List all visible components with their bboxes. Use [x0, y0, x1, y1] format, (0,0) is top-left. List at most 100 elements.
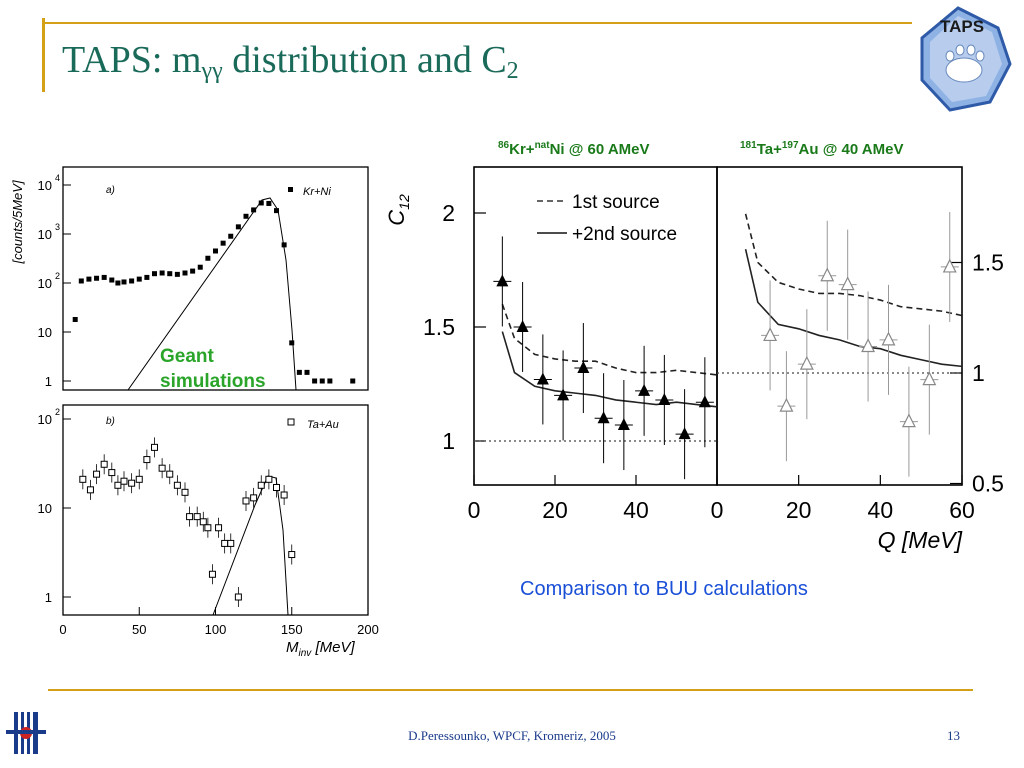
slide-title: TAPS: mγγ distribution and C2	[62, 39, 519, 84]
legend-ta: Ta+Au	[307, 419, 339, 431]
panel-ta-xtick-label: 20	[786, 497, 812, 523]
panel-kr-data-point	[597, 411, 610, 424]
panel-b-ytick-label: 1	[45, 590, 52, 605]
panel-kr-data-point	[698, 395, 711, 408]
panel-a-data-point	[350, 378, 356, 384]
panel-b-data-point	[250, 494, 258, 502]
panel-b-data-point	[199, 518, 207, 526]
panel-a-data-point	[136, 276, 142, 282]
panel-kr-data-point	[496, 274, 509, 287]
panel-b-xtick-label: 50	[132, 622, 146, 637]
panel-ta-data-point	[763, 327, 778, 342]
bottom-rule	[48, 689, 973, 691]
panel-a-ytick-exp: 2	[55, 271, 60, 281]
panel-a-data-point	[101, 274, 107, 280]
panel-b-data-point	[186, 513, 194, 521]
panel-a-ytick-exp: 3	[55, 222, 60, 232]
axis-label-c12: C12	[384, 194, 412, 226]
panel-kr-curve-1st-source	[501, 303, 718, 376]
panel-b-data-point	[143, 456, 151, 464]
legend-kr: Kr+Ni	[303, 186, 331, 198]
panel-b-data-point	[221, 539, 229, 547]
chart-panel-a	[62, 166, 369, 391]
title-accent-bar	[42, 18, 45, 92]
panel-a-data-point	[296, 369, 302, 375]
geant-annotation: Geant simulations	[160, 346, 266, 392]
panel-ta-curve-1st-source	[744, 213, 963, 317]
panel-b-data-point	[234, 593, 242, 601]
panel-a-data-point	[274, 208, 279, 214]
footer-text: D.Peressounko, WPCF, Kromeriz, 2005	[408, 728, 616, 743]
panel-b-data-point	[273, 483, 280, 491]
panel-a-data-point	[281, 242, 287, 248]
panel-kr-data-point	[678, 427, 691, 440]
panel-ta-data-point	[779, 397, 794, 412]
panel-a-data-point	[266, 200, 272, 206]
panel-kr-xtick-label: 40	[623, 497, 649, 523]
panel-a-data-point	[159, 270, 165, 276]
caption: Comparison to BUU calculations	[520, 578, 808, 600]
panel-b-data-point	[227, 539, 235, 547]
panel-a-ytick-label: 1	[45, 374, 52, 389]
panel-kr-ytick-label: 2	[442, 200, 455, 226]
panel-a-data-point	[121, 279, 127, 285]
panel-b-data-point	[120, 477, 128, 485]
panel-a-data-point	[144, 274, 150, 280]
panel-b-data-point	[79, 475, 87, 483]
panel-b-data-point	[204, 524, 212, 532]
panel-ta-ytick-label: 0.5	[972, 471, 1004, 497]
panel-a-data-point	[197, 264, 203, 270]
panel-kr-data-point	[516, 320, 529, 332]
panel-b-data-point	[100, 460, 108, 468]
panel-a-data-point	[205, 255, 211, 261]
panel-a-data-point	[258, 200, 264, 206]
panel-ta-data-point	[861, 338, 876, 353]
panel-b-xtick-label: 0	[59, 622, 66, 637]
panel-b-data-point	[151, 443, 158, 451]
panel-a-frame	[62, 166, 369, 391]
panel-a-data-point	[251, 207, 257, 213]
panel-b-data-point	[288, 551, 296, 559]
panel-b-data-point	[158, 464, 166, 472]
panel-b-ytick-label: 10	[38, 501, 52, 516]
panel-a-ytick-label: 10	[38, 276, 52, 291]
panel-a-data-point	[115, 280, 121, 286]
logo-text: TAPS	[940, 17, 984, 36]
panel-b-data-point	[265, 475, 273, 483]
panel-a-data-point	[220, 240, 226, 246]
panel-b-frame	[62, 404, 369, 616]
panel-kr-curve-2nd-source	[501, 331, 718, 408]
legend-kr-marker	[288, 187, 293, 192]
panel-kr-data-point	[638, 383, 651, 396]
panel-kr-ytick-label: 1.5	[423, 314, 455, 340]
panel-a-data-point	[289, 340, 295, 346]
panel-ta-ytick-label: 1	[972, 360, 985, 386]
panel-b-data-point	[257, 481, 265, 489]
panel-b-data-point	[108, 469, 116, 477]
panel-a-data-point	[213, 248, 218, 254]
panel-a-data-point	[94, 275, 100, 281]
panel-a-ytick-label: 10	[38, 227, 52, 242]
panel-kr-data-point	[658, 392, 671, 405]
panel-a-ytick-label: 10	[38, 178, 52, 193]
panel-b-data-point	[242, 497, 250, 505]
panel-b-data-point	[208, 570, 216, 578]
panel-ta-xtick-label: 60	[949, 497, 975, 523]
panel-a-data-point	[319, 378, 325, 384]
page-number: 13	[947, 728, 960, 743]
panel-kr-data-point	[577, 361, 590, 374]
panel-ta-data-point	[901, 413, 916, 428]
panel-b-data-point	[166, 470, 174, 478]
panel-kr-data-point	[536, 372, 549, 385]
legend-ta-marker	[287, 418, 295, 426]
panel-a-data-point	[152, 271, 157, 277]
panel-b-data-point	[135, 475, 143, 483]
chart-panel-ta	[716, 166, 963, 486]
panel-b-xtick-label: 150	[281, 622, 303, 637]
taps-logo: TAPS	[920, 6, 1012, 112]
panel-b-data-point	[93, 470, 101, 478]
panel-ta-data-point	[840, 276, 855, 291]
legend-1st-label: 1st source	[572, 192, 660, 213]
panel-a-data-point	[243, 213, 249, 219]
